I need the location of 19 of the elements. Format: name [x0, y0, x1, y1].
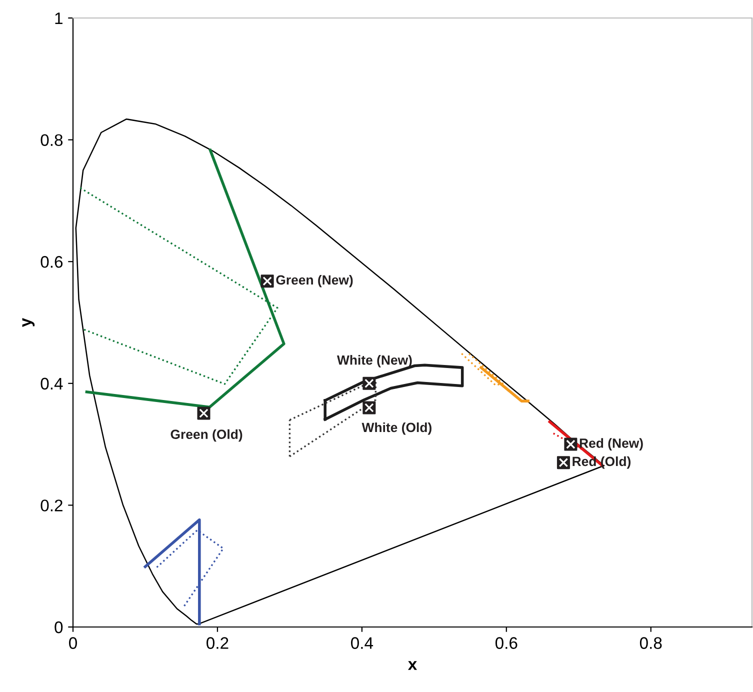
series-label: Green (New) — [276, 274, 353, 288]
x-tick-label: 0.6 — [495, 637, 518, 649]
x-tick-label: 0.2 — [206, 637, 228, 649]
series-label: White (Old) — [362, 422, 432, 435]
x-tick-label: 0.4 — [351, 637, 374, 649]
x-tick-label: 0 — [69, 637, 77, 649]
x-tick-label: 0.8 — [640, 637, 662, 649]
series-label: White (New) — [336, 355, 412, 368]
y-tick-label: 0.2 — [40, 500, 62, 512]
y-tick-label: 0 — [54, 621, 63, 634]
y-tick-label: 0.4 — [40, 378, 63, 390]
series-label: Red (New) — [580, 438, 643, 450]
y-tick-label: 0.6 — [40, 256, 63, 268]
y-tick-label: 1 — [55, 12, 62, 24]
y-tick-label: 0.8 — [40, 134, 63, 146]
x-axis-title: x — [408, 661, 418, 670]
series-label: Green (Old) — [170, 429, 242, 442]
series-label: Red (Old) — [572, 456, 631, 469]
y-axis-title: y — [22, 318, 35, 328]
